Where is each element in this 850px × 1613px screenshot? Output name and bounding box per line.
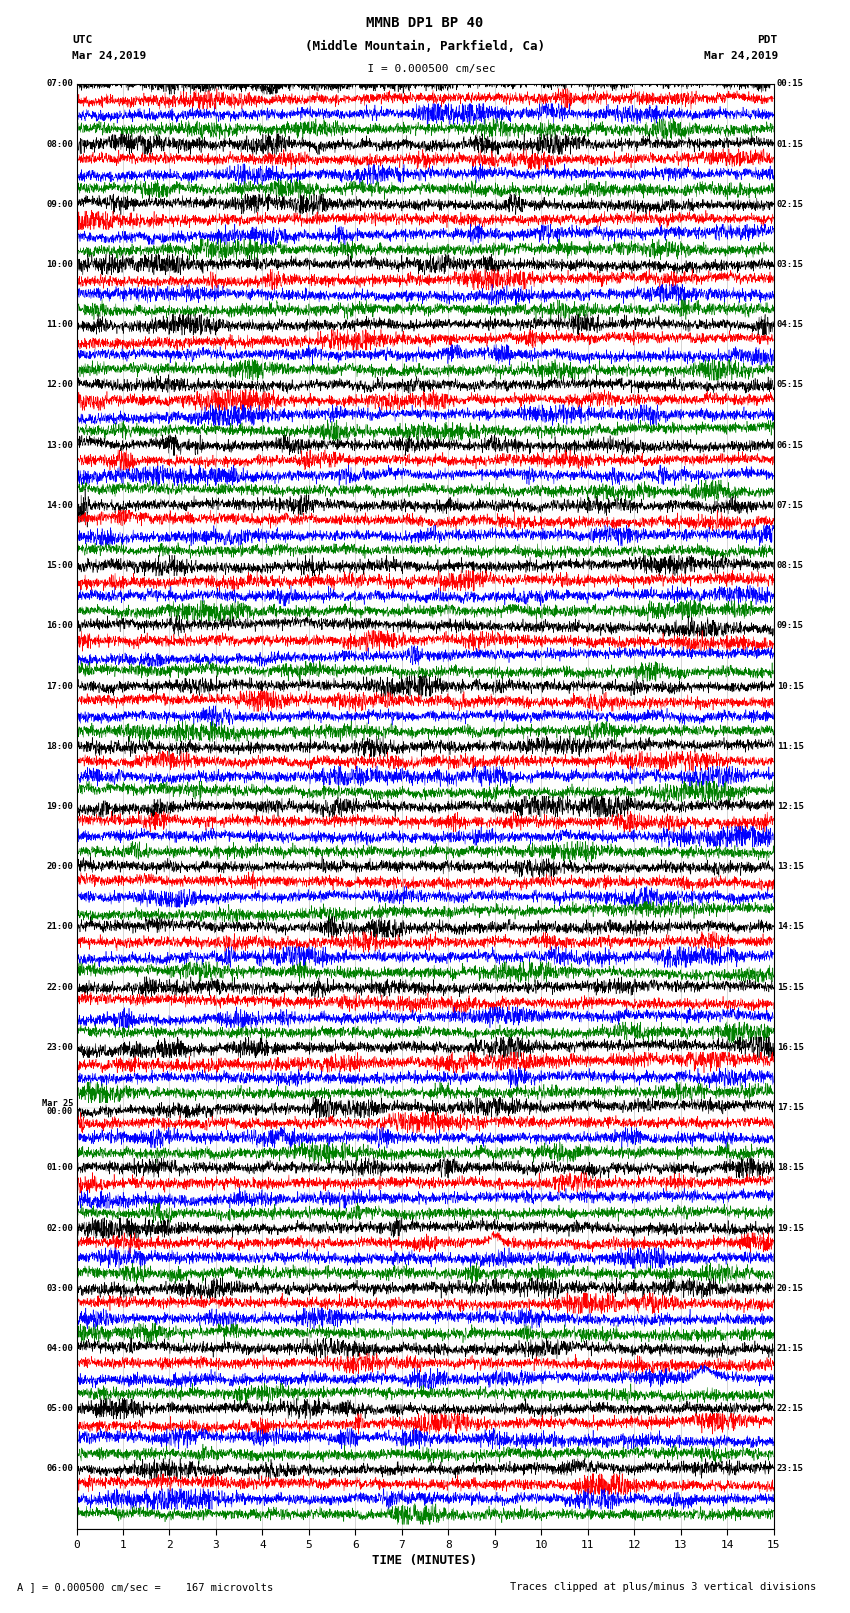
Text: 22:15: 22:15 xyxy=(777,1405,804,1413)
Text: Mar 25: Mar 25 xyxy=(42,1100,73,1108)
Text: 16:00: 16:00 xyxy=(46,621,73,631)
Text: 00:00: 00:00 xyxy=(47,1107,73,1116)
Text: 12:00: 12:00 xyxy=(46,381,73,389)
Text: 14:15: 14:15 xyxy=(777,923,804,931)
Text: 23:00: 23:00 xyxy=(46,1044,73,1052)
Text: 22:00: 22:00 xyxy=(46,982,73,992)
Text: 15:15: 15:15 xyxy=(777,982,804,992)
Text: 20:15: 20:15 xyxy=(777,1284,804,1292)
Text: 19:15: 19:15 xyxy=(777,1224,804,1232)
Text: UTC: UTC xyxy=(72,35,93,45)
Text: 16:15: 16:15 xyxy=(777,1044,804,1052)
Text: 02:00: 02:00 xyxy=(46,1224,73,1232)
Text: 08:15: 08:15 xyxy=(777,561,804,569)
Text: 12:15: 12:15 xyxy=(777,802,804,811)
Text: 11:15: 11:15 xyxy=(777,742,804,750)
Text: 09:00: 09:00 xyxy=(46,200,73,208)
Text: 07:15: 07:15 xyxy=(777,502,804,510)
Text: 13:15: 13:15 xyxy=(777,863,804,871)
Text: 01:00: 01:00 xyxy=(46,1163,73,1173)
Text: 18:15: 18:15 xyxy=(777,1163,804,1173)
Text: 17:15: 17:15 xyxy=(777,1103,804,1111)
Text: 10:15: 10:15 xyxy=(777,682,804,690)
Text: 05:00: 05:00 xyxy=(46,1405,73,1413)
Text: 21:00: 21:00 xyxy=(46,923,73,931)
Text: 08:00: 08:00 xyxy=(46,140,73,148)
Text: MMNB DP1 BP 40: MMNB DP1 BP 40 xyxy=(366,16,484,31)
Text: 09:15: 09:15 xyxy=(777,621,804,631)
Text: 03:15: 03:15 xyxy=(777,260,804,269)
Text: 06:15: 06:15 xyxy=(777,440,804,450)
Text: I = 0.000500 cm/sec: I = 0.000500 cm/sec xyxy=(354,65,496,74)
Text: Mar 24,2019: Mar 24,2019 xyxy=(72,52,146,61)
X-axis label: TIME (MINUTES): TIME (MINUTES) xyxy=(372,1553,478,1566)
Text: Mar 24,2019: Mar 24,2019 xyxy=(704,52,778,61)
Text: 07:00: 07:00 xyxy=(46,79,73,89)
Text: 18:00: 18:00 xyxy=(46,742,73,750)
Text: 19:00: 19:00 xyxy=(46,802,73,811)
Text: 02:15: 02:15 xyxy=(777,200,804,208)
Text: 10:00: 10:00 xyxy=(46,260,73,269)
Text: 15:00: 15:00 xyxy=(46,561,73,569)
Text: 20:00: 20:00 xyxy=(46,863,73,871)
Text: 13:00: 13:00 xyxy=(46,440,73,450)
Text: 21:15: 21:15 xyxy=(777,1344,804,1353)
Text: 14:00: 14:00 xyxy=(46,502,73,510)
Text: 05:15: 05:15 xyxy=(777,381,804,389)
Text: 04:00: 04:00 xyxy=(46,1344,73,1353)
Text: (Middle Mountain, Parkfield, Ca): (Middle Mountain, Parkfield, Ca) xyxy=(305,40,545,53)
Text: 23:15: 23:15 xyxy=(777,1465,804,1473)
Text: 04:15: 04:15 xyxy=(777,321,804,329)
Text: PDT: PDT xyxy=(757,35,778,45)
Text: 06:00: 06:00 xyxy=(46,1465,73,1473)
Text: 17:00: 17:00 xyxy=(46,682,73,690)
Text: 00:15: 00:15 xyxy=(777,79,804,89)
Text: 11:00: 11:00 xyxy=(46,321,73,329)
Text: Traces clipped at plus/minus 3 vertical divisions: Traces clipped at plus/minus 3 vertical … xyxy=(510,1582,816,1592)
Text: 03:00: 03:00 xyxy=(46,1284,73,1292)
Text: A ] = 0.000500 cm/sec =    167 microvolts: A ] = 0.000500 cm/sec = 167 microvolts xyxy=(17,1582,273,1592)
Text: 01:15: 01:15 xyxy=(777,140,804,148)
